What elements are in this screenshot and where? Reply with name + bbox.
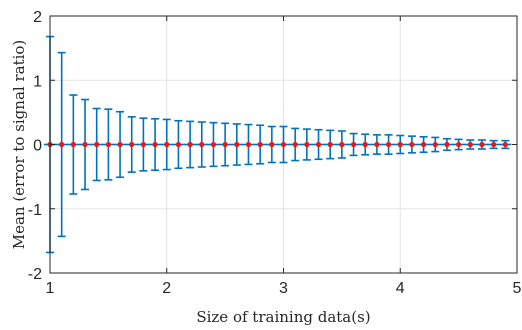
mean-point	[362, 141, 368, 148]
mean-point	[82, 141, 88, 148]
mean-point	[456, 141, 462, 148]
x-tick-label: 1	[46, 280, 55, 297]
mean-point	[257, 141, 263, 148]
mean-point	[175, 141, 182, 148]
mean-point	[94, 141, 100, 148]
mean-point	[269, 141, 275, 148]
mean-point	[502, 141, 508, 148]
error-bar	[417, 135, 430, 154]
y-tick-label: 0	[33, 138, 42, 155]
mean-point	[117, 141, 123, 148]
mean-point	[479, 141, 485, 148]
x-tick-label: 2	[162, 280, 171, 297]
y-axis-title: Mean (error to signal ratio)	[10, 40, 28, 250]
y-tick-label: -1	[28, 202, 42, 219]
mean-point	[245, 141, 252, 148]
mean-point	[280, 141, 287, 148]
mean-point	[152, 141, 158, 148]
y-tick-labels: -2 -1 0 1 2	[28, 9, 42, 283]
y-tick-label: -2	[28, 266, 42, 283]
x-axis-title: Size of training data(s)	[196, 308, 370, 326]
mean-markers	[47, 141, 508, 148]
mean-point	[327, 141, 333, 148]
mean-point	[409, 141, 415, 148]
mean-point	[491, 141, 497, 148]
mean-point	[292, 141, 298, 148]
mean-point	[222, 141, 228, 148]
mean-point	[187, 141, 193, 148]
mean-point	[210, 141, 217, 148]
mean-point	[350, 141, 357, 148]
y-tick-label: 2	[33, 9, 42, 26]
y-tick-label: 1	[33, 73, 42, 90]
mean-point	[70, 141, 76, 148]
mean-point	[105, 141, 111, 148]
tick-marks	[49, 15, 518, 274]
mean-point	[199, 141, 205, 148]
mean-point	[234, 141, 240, 148]
mean-point	[129, 141, 135, 148]
mean-point	[140, 141, 146, 148]
mean-point	[164, 141, 170, 148]
x-tick-labels: 1 2 3 4 5	[46, 280, 522, 297]
x-tick-label: 5	[513, 280, 522, 297]
mean-point	[304, 141, 310, 148]
mean-point	[467, 141, 473, 148]
mean-point	[59, 141, 65, 148]
mean-point	[421, 141, 427, 148]
mean-point	[397, 141, 403, 148]
mean-point	[432, 141, 438, 148]
x-tick-label: 4	[396, 280, 405, 297]
mean-point	[385, 141, 392, 148]
mean-point	[315, 141, 322, 148]
x-tick-label: 3	[279, 280, 288, 297]
mean-point	[444, 141, 450, 148]
mean-point	[339, 141, 345, 148]
mean-point	[374, 141, 380, 148]
